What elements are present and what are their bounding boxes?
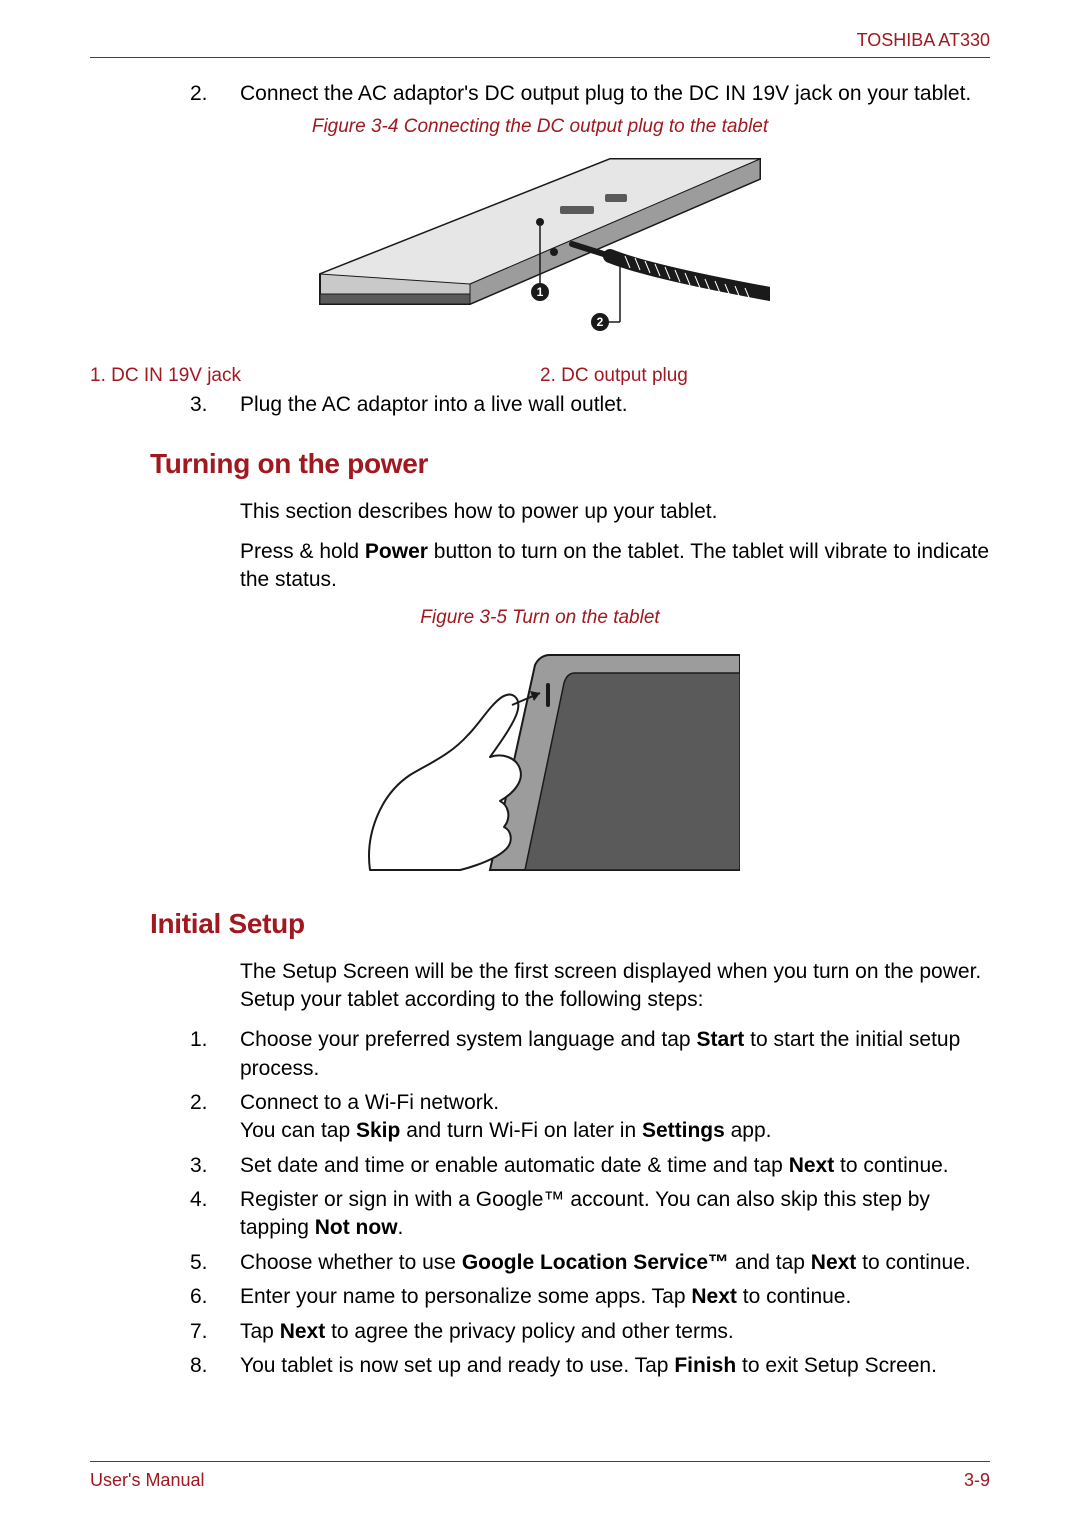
heading-initial-setup: Initial Setup — [150, 908, 990, 940]
text: to continue. — [856, 1251, 970, 1274]
svg-text:2: 2 — [597, 315, 604, 329]
turn-on-tablet-illustration — [340, 635, 740, 875]
list-item: 2.Connect to a Wi-Fi network. You can tap… — [190, 1089, 990, 1146]
list-item: 4.Register or sign in with a Google™ acc… — [190, 1186, 990, 1243]
setup-ordered-list: 1.Choose your preferred system language … — [190, 1026, 990, 1380]
list-num: 3. — [190, 1152, 240, 1180]
list-item: 2. Connect the AC adaptor's DC output pl… — [190, 80, 990, 108]
list-num: 1. — [190, 1026, 240, 1083]
list-text: Set date and time or enable automatic da… — [240, 1152, 990, 1180]
bold-text: Power — [365, 540, 428, 563]
list-item: 1.Choose your preferred system language … — [190, 1026, 990, 1083]
list-num: 3. — [190, 391, 240, 419]
figure-caption: Figure 3-5 Turn on the tablet — [90, 607, 990, 629]
paragraph: This section describes how to power up y… — [240, 498, 990, 526]
footer-right: 3-9 — [964, 1470, 990, 1491]
text: to agree the privacy policy and other te… — [325, 1320, 734, 1343]
text: to continue. — [737, 1285, 851, 1308]
text: . — [398, 1216, 404, 1239]
text: Enter your name to personalize some apps… — [240, 1285, 691, 1308]
list-num: 4. — [190, 1186, 240, 1243]
text: Tap — [240, 1320, 280, 1343]
footer-left: User's Manual — [90, 1470, 204, 1491]
list-text: Enter your name to personalize some apps… — [240, 1283, 990, 1311]
list-text: Plug the AC adaptor into a live wall out… — [240, 391, 990, 419]
bold-text: Google Location Service™ — [462, 1251, 729, 1274]
text: and turn Wi-Fi on later in — [400, 1119, 642, 1142]
list-text: Choose whether to use Google Location Se… — [240, 1249, 990, 1277]
list-num: 6. — [190, 1283, 240, 1311]
list-item: 5.Choose whether to use Google Location … — [190, 1249, 990, 1277]
text: app. — [725, 1119, 772, 1142]
list-text: Connect the AC adaptor's DC output plug … — [240, 80, 990, 108]
list-text: Register or sign in with a Google™ accou… — [240, 1186, 990, 1243]
bold-text: Not now — [315, 1216, 398, 1239]
paragraph: Press & hold Power button to turn on the… — [240, 538, 990, 595]
page-content: 2. Connect the AC adaptor's DC output pl… — [90, 80, 990, 1451]
paragraph: The Setup Screen will be the first scree… — [240, 958, 990, 1015]
figure-legend: 1. DC IN 19V jack 2. DC output plug — [90, 365, 990, 387]
text: Set date and time or enable automatic da… — [240, 1154, 789, 1177]
heading-turning-on-power: Turning on the power — [150, 448, 990, 480]
list-item: 3.Set date and time or enable automatic … — [190, 1152, 990, 1180]
figure-3-5 — [90, 635, 990, 880]
list-item: 3. Plug the AC adaptor into a live wall … — [190, 391, 990, 419]
bold-text: Next — [811, 1251, 857, 1274]
svg-text:1: 1 — [537, 285, 544, 299]
text: to continue. — [834, 1154, 948, 1177]
text: Choose whether to use — [240, 1251, 462, 1274]
legend-2: 2. DC output plug — [540, 365, 990, 387]
bold-text: Start — [696, 1028, 744, 1051]
text: Connect to a Wi-Fi network. — [240, 1091, 499, 1114]
text: Choose your preferred system language an… — [240, 1028, 696, 1051]
page-footer: User's Manual 3-9 — [90, 1461, 990, 1491]
list-num: 7. — [190, 1318, 240, 1346]
text: You tablet is now set up and ready to us… — [240, 1354, 674, 1377]
list-num: 2. — [190, 80, 240, 108]
figure-3-4: 1 — [90, 144, 990, 359]
bold-text: Settings — [642, 1119, 725, 1142]
tablet-dc-plug-illustration: 1 — [310, 144, 770, 354]
text: and tap — [729, 1251, 811, 1274]
text: to exit Setup Screen. — [736, 1354, 937, 1377]
list-text: Tap Next to agree the privacy policy and… — [240, 1318, 990, 1346]
list-num: 2. — [190, 1089, 240, 1146]
legend-1: 1. DC IN 19V jack — [90, 365, 540, 387]
list-item: 6.Enter your name to personalize some ap… — [190, 1283, 990, 1311]
list-text: Connect to a Wi-Fi network. You can tap S… — [240, 1089, 990, 1146]
header-model: TOSHIBA AT330 — [857, 30, 990, 50]
page-header: TOSHIBA AT330 — [90, 30, 990, 58]
page: TOSHIBA AT330 2. Connect the AC adaptor'… — [90, 30, 990, 1491]
bold-text: Finish — [674, 1354, 736, 1377]
bold-text: Skip — [356, 1119, 400, 1142]
list-item: 8.You tablet is now set up and ready to … — [190, 1352, 990, 1380]
bold-text: Next — [789, 1154, 835, 1177]
text: You can tap — [240, 1119, 356, 1142]
text: Press & hold — [240, 540, 365, 563]
figure-caption: Figure 3-4 Connecting the DC output plug… — [90, 116, 990, 138]
list-text: Choose your preferred system language an… — [240, 1026, 990, 1083]
list-num: 8. — [190, 1352, 240, 1380]
bold-text: Next — [691, 1285, 737, 1308]
list-text: You tablet is now set up and ready to us… — [240, 1352, 990, 1380]
bold-text: Next — [280, 1320, 326, 1343]
list-num: 5. — [190, 1249, 240, 1277]
list-item: 7.Tap Next to agree the privacy policy a… — [190, 1318, 990, 1346]
